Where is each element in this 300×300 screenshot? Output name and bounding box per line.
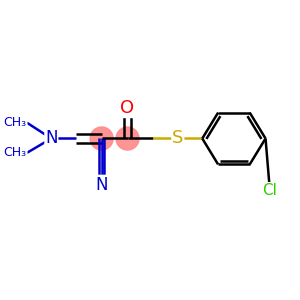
Circle shape	[90, 127, 113, 150]
Text: CH₃: CH₃	[4, 116, 27, 129]
Text: S: S	[172, 130, 184, 148]
Circle shape	[116, 127, 139, 150]
Text: Cl: Cl	[262, 183, 277, 198]
Text: N: N	[95, 176, 108, 194]
Text: O: O	[121, 99, 135, 117]
Text: CH₃: CH₃	[4, 146, 27, 159]
Text: N: N	[45, 130, 58, 148]
